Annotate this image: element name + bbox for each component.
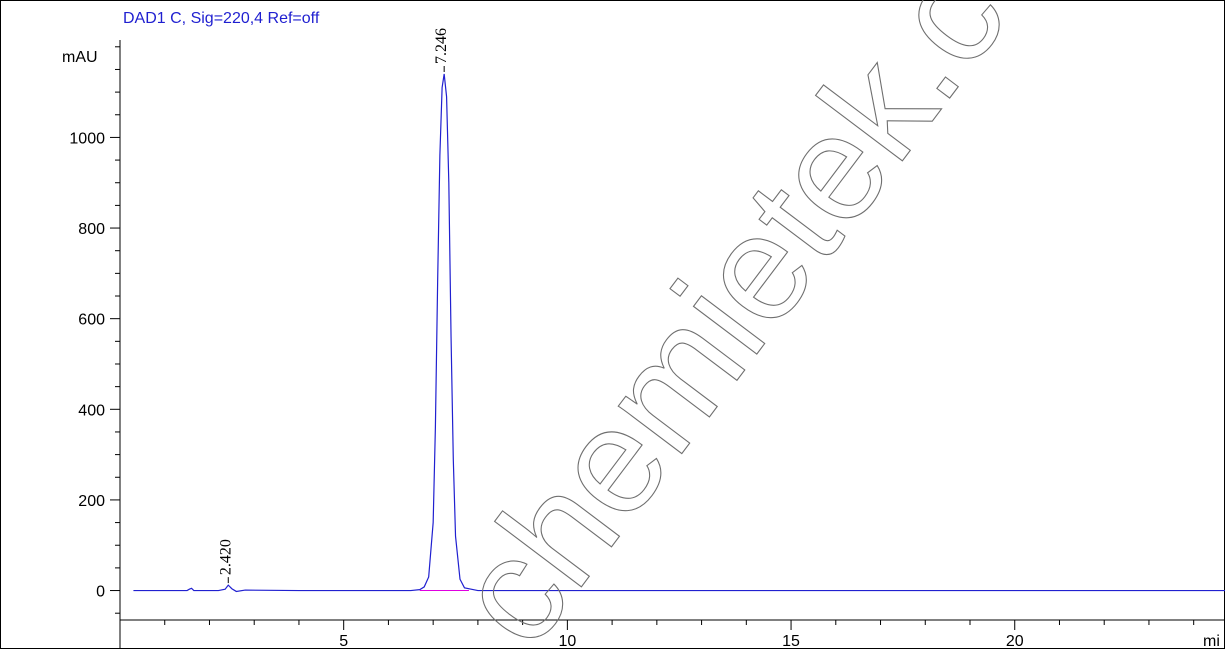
chart-title: DAD1 C, Sig=220,4 Ref=off	[123, 10, 320, 27]
watermark-text: chemietek.com	[421, 0, 1162, 649]
x-tick-label: 5	[339, 633, 348, 649]
y-tick-label: 0	[96, 584, 105, 601]
y-tick-label: 200	[78, 493, 105, 510]
y-tick-label: 400	[78, 402, 105, 419]
y-tick-label: 1000	[69, 130, 105, 147]
peak-label: 2.420	[217, 539, 234, 575]
y-tick-label: 600	[78, 312, 105, 329]
x-tick-label: 10	[558, 633, 576, 649]
series-layer	[133, 73, 1225, 593]
signal-trace	[133, 73, 1225, 593]
x-tick-label: 15	[782, 633, 800, 649]
x-tick-label: 20	[1006, 633, 1024, 649]
peak-label: 7.246	[433, 28, 450, 64]
x-axis-label: mi	[1203, 633, 1220, 649]
peak-annotations: 2.420 7.246	[217, 28, 450, 584]
y-tick-label: 800	[78, 221, 105, 238]
y-axis-label: mAU	[62, 49, 98, 66]
watermark: chemietek.com	[421, 0, 1163, 649]
axes: 0 200 400 600 800 1000 5 10 15 20	[69, 40, 1225, 649]
